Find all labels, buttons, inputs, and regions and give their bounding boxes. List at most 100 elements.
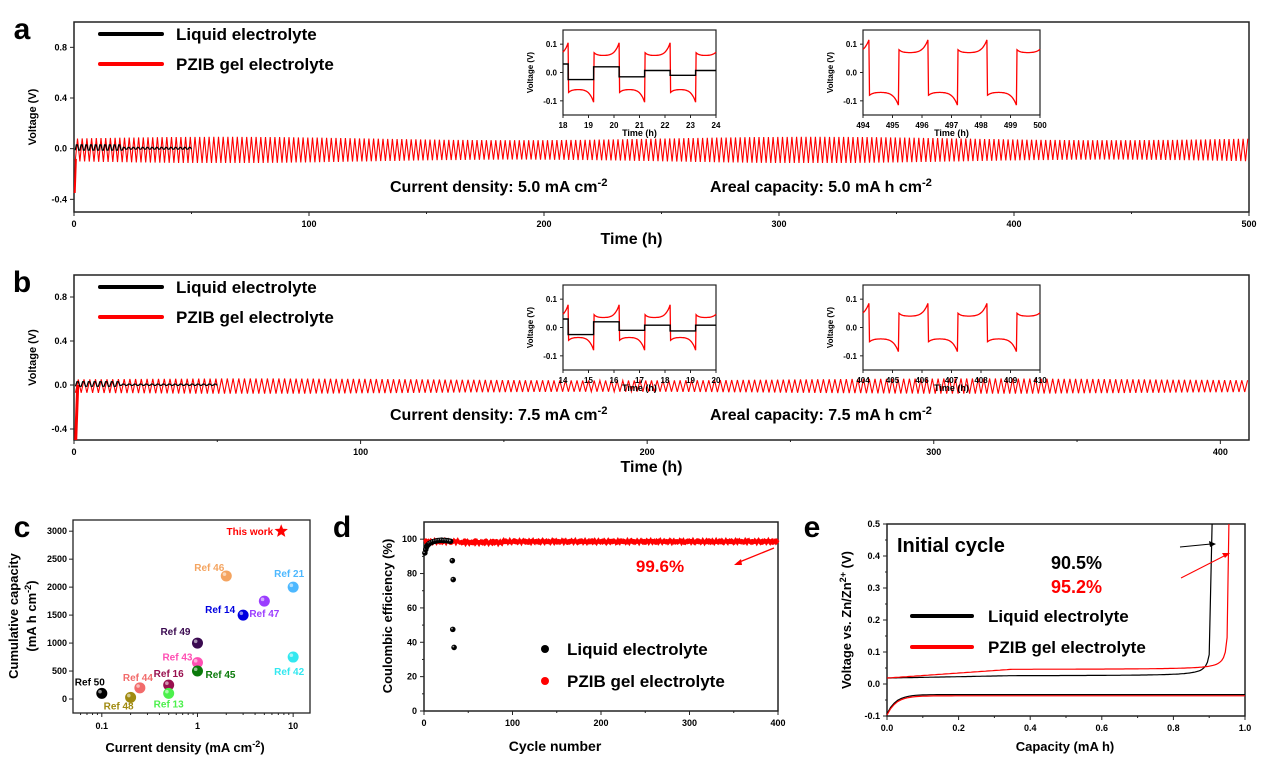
series-gel-line: [74, 136, 1249, 164]
series-gel-initial-dip: [73, 158, 77, 194]
x-tick-label: 22: [661, 121, 670, 130]
inset-y-axis-title: Voltage (V): [826, 307, 835, 349]
y-tick-label: 0.8: [54, 292, 67, 302]
gel-point: [763, 538, 768, 544]
x-tick-label: 20: [712, 376, 721, 385]
gel-point: [745, 538, 751, 543]
y-tick-label: 0.0: [846, 324, 858, 333]
point-highlight: [452, 645, 455, 648]
gel-point: [632, 539, 637, 545]
y-tick-label: -0.1: [543, 97, 557, 106]
x-tick-label: 200: [593, 718, 608, 728]
gel-point: [621, 539, 627, 545]
annotation-arrow-gel: [1180, 554, 1227, 579]
x-tick-label: 500: [1033, 121, 1047, 130]
gel-point: [579, 538, 584, 543]
gel-point: [423, 538, 429, 543]
scatter-point-ref-47: [258, 595, 270, 607]
gel-point: [554, 540, 560, 545]
y-tick-label: 500: [52, 666, 67, 676]
y-tick-label: 0.0: [546, 324, 558, 333]
y-tick-label: 80: [407, 569, 417, 579]
chart-title: Initial cycle: [897, 535, 1005, 557]
gel-point: [607, 538, 613, 544]
areal-capacity-annotation: Areal capacity: 5.0 mA h cm-2: [710, 177, 932, 196]
gel-point: [497, 540, 503, 545]
gel-point: [734, 538, 740, 544]
point-highlight: [127, 693, 131, 698]
y-tick-label: 0.8: [54, 42, 67, 52]
gel-point: [657, 538, 662, 544]
gel-point: [731, 540, 737, 545]
gel-point: [671, 539, 676, 545]
inset-gel-line: [862, 39, 1041, 106]
x-tick-label: 499: [1004, 121, 1018, 130]
y-tick-label: 3000: [47, 526, 67, 536]
x-tick-label: 100: [301, 219, 316, 229]
point-highlight: [193, 659, 198, 663]
star-marker-this-work: [274, 524, 288, 537]
panel-e: e0.0 0.2 0.4 0.6 0.8 1.0-0.10.00.10.20.30.40.…: [804, 511, 1252, 754]
y-tick-label: 0: [412, 706, 417, 716]
gel-point: [483, 538, 489, 544]
scatter-point-ref-14: [237, 609, 249, 621]
point-label: Ref 43: [162, 653, 192, 664]
point-highlight: [165, 681, 169, 686]
gel-point: [713, 539, 719, 545]
gel-point: [717, 538, 722, 544]
gel-point: [696, 538, 701, 544]
x-tick-label: 300: [771, 219, 786, 229]
x-tick-label: 100: [505, 718, 520, 728]
plot-frame: [73, 274, 1250, 441]
point-label: Ref 47: [249, 609, 279, 620]
series-liquid-line: [74, 381, 218, 387]
gel-point: [455, 538, 460, 544]
liquid-point: [451, 644, 457, 651]
gel-point: [742, 539, 747, 545]
gel-point: [681, 540, 687, 545]
legend-liquid-label: Liquid electrolyte: [176, 25, 317, 44]
x-tick-label: 300: [682, 718, 697, 728]
gel-point: [589, 538, 595, 543]
ce-annotation-liquid: 90.5%: [1051, 553, 1102, 573]
x-axis-title: Cycle number: [509, 738, 602, 754]
inset-chart: 14 15 16 17 18 19 20 -0.1 0.0 0.1 Time (h) Voltage …: [526, 284, 721, 393]
gel-point: [703, 539, 708, 545]
panel-label: a: [14, 13, 31, 46]
gel-point: [706, 538, 712, 543]
x-tick-label: 494: [856, 121, 870, 130]
gel-point: [660, 539, 666, 545]
gel-point: [653, 540, 659, 545]
gel-point: [614, 540, 620, 545]
legend-gel-marker: [541, 677, 549, 685]
x-tick-label: 0.0: [881, 723, 894, 733]
point-highlight: [239, 611, 244, 616]
gel-point: [678, 538, 683, 544]
gel-point: [635, 539, 641, 544]
y-tick-label: 1000: [47, 638, 67, 648]
y-axis-title: Voltage (V): [27, 88, 39, 145]
gel-point: [469, 539, 475, 545]
gel-point: [720, 540, 726, 545]
inset-gel-line: [562, 42, 717, 103]
gel-point: [557, 539, 563, 544]
inset-y-axis-title: Voltage (V): [526, 307, 535, 349]
scatter-point-ref-50: [96, 687, 108, 699]
panel-label: e: [804, 511, 821, 544]
x-tick-label: 400: [770, 718, 785, 728]
x-tick-label: 400: [1006, 219, 1021, 229]
x-axis-title: Capacity (mA h): [1016, 739, 1114, 754]
y-tick-label: 2000: [47, 582, 67, 592]
gel-point: [699, 539, 705, 545]
x-tick-label: 300: [926, 447, 941, 457]
x-tick-label: 200: [640, 447, 655, 457]
gel-point: [674, 539, 680, 545]
gel-point: [501, 538, 506, 543]
inset-liquid-line: [563, 63, 716, 81]
y-tick-label: 0.0: [546, 69, 558, 78]
inset-background: [863, 285, 1040, 370]
plot-frame: [72, 519, 311, 714]
inset-chart: 404 405 406 407 408 409 410 -0.1 0.0 0.1 Time (h) V…: [826, 284, 1047, 393]
gel-point: [536, 540, 542, 545]
gel-point: [565, 540, 570, 545]
